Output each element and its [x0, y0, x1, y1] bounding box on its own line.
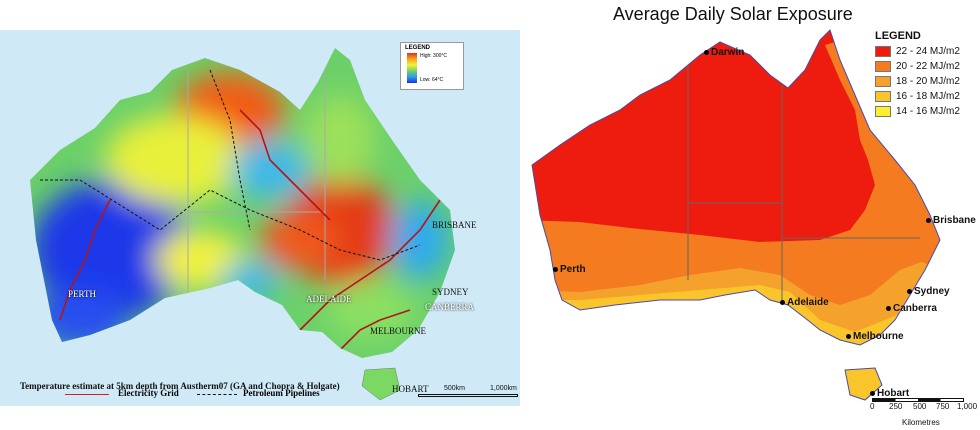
left-city-hobart: HOBART	[392, 384, 429, 394]
solar-legend-swatch	[875, 106, 891, 117]
city-dot	[553, 266, 558, 272]
electricity-grid-swatch	[65, 394, 109, 395]
scale-tick-250: 250	[889, 402, 903, 411]
temperature-map-graphic	[30, 48, 455, 401]
city-canberra: Canberra	[886, 303, 937, 314]
city-dot	[870, 390, 875, 396]
temperature-legend: LEGEND High: 300°C Low: 64°C	[400, 42, 464, 90]
city-dot	[907, 288, 912, 294]
solar-legend-swatch	[875, 91, 891, 102]
temperature-legend-title: LEGEND	[405, 45, 431, 51]
australia-outline	[531, 29, 941, 346]
left-city-adelaide: ADELAIDE	[306, 294, 352, 304]
city-darwin: Darwin	[704, 47, 744, 58]
city-melbourne: Melbourne	[846, 331, 904, 342]
left-scale-end: 1,000km	[490, 385, 517, 392]
city-brisbane: Brisbane	[926, 215, 976, 226]
scale-tick-1000: 1,000	[957, 402, 978, 411]
temperature-legend-low: Low: 64°C	[420, 77, 444, 83]
solar-legend-label: 14 - 16 MJ/m2	[896, 106, 960, 117]
solar-legend-item: 20 - 22 MJ/m2	[875, 59, 980, 74]
scale-tick-0: 0	[870, 402, 875, 411]
left-city-brisbane: BRISBANE	[432, 220, 477, 230]
map-caption: Temperature estimate at 5km depth from A…	[20, 381, 340, 391]
temperature-color-bar	[407, 53, 417, 83]
pipeline-swatch	[197, 394, 237, 395]
pipeline-label: Petroleum Pipelines	[243, 388, 320, 398]
scale-tick-500: 500	[913, 402, 927, 411]
left-scale-bar	[418, 394, 518, 397]
temperature-map: LEGEND High: 300°C Low: 64°C BRISBANE PE…	[0, 30, 520, 406]
solar-legend-swatch	[875, 46, 891, 57]
solar-legend-label: 16 - 18 MJ/m2	[896, 91, 960, 102]
solar-map-graphic	[531, 29, 941, 401]
left-city-perth: PERTH	[68, 289, 96, 299]
left-city-melbourne: MELBOURNE	[370, 326, 426, 336]
left-scale-mid: 500km	[444, 385, 466, 392]
solar-legend-swatch	[875, 76, 891, 87]
solar-legend-label: 18 - 20 MJ/m2	[896, 76, 960, 87]
scale-bar-stripes	[872, 398, 964, 402]
city-perth: Perth	[553, 264, 586, 275]
city-adelaide: Adelaide	[780, 297, 829, 308]
city-hobart: Hobart	[870, 388, 909, 399]
solar-legend-item: 16 - 18 MJ/m2	[875, 89, 980, 104]
city-sydney: Sydney	[907, 286, 950, 297]
city-dot	[704, 49, 709, 55]
scale-tick-750: 750	[936, 402, 950, 411]
electricity-grid-label: Electricity Grid	[118, 388, 179, 398]
solar-legend-item: 18 - 20 MJ/m2	[875, 74, 980, 89]
solar-exposure-map: Average Daily Solar Exposure LEGEND 22 -…	[520, 0, 980, 430]
tasmania-left	[361, 367, 401, 401]
city-dot	[780, 299, 785, 305]
scale-unit: Kilometres	[902, 418, 940, 427]
solar-legend-title: LEGEND	[875, 30, 921, 42]
solar-legend-label: 20 - 22 MJ/m2	[896, 61, 960, 72]
solar-legend-item: 14 - 16 MJ/m2	[875, 104, 980, 119]
city-dot	[886, 305, 891, 311]
left-city-sydney: SYDNEY	[432, 287, 469, 297]
solar-map-title: Average Daily Solar Exposure	[613, 4, 853, 24]
city-dot	[846, 333, 851, 339]
solar-legend: LEGEND 22 - 24 MJ/m2 20 - 22 MJ/m2 18 - 20…	[875, 30, 980, 119]
solar-legend-swatch	[875, 61, 891, 72]
solar-legend-item: 22 - 24 MJ/m2	[875, 44, 980, 59]
city-dot	[926, 217, 931, 223]
temperature-legend-high: High: 300°C	[420, 53, 448, 59]
solar-legend-label: 22 - 24 MJ/m2	[896, 46, 960, 57]
left-city-canberra: CANBERRA	[425, 302, 475, 312]
